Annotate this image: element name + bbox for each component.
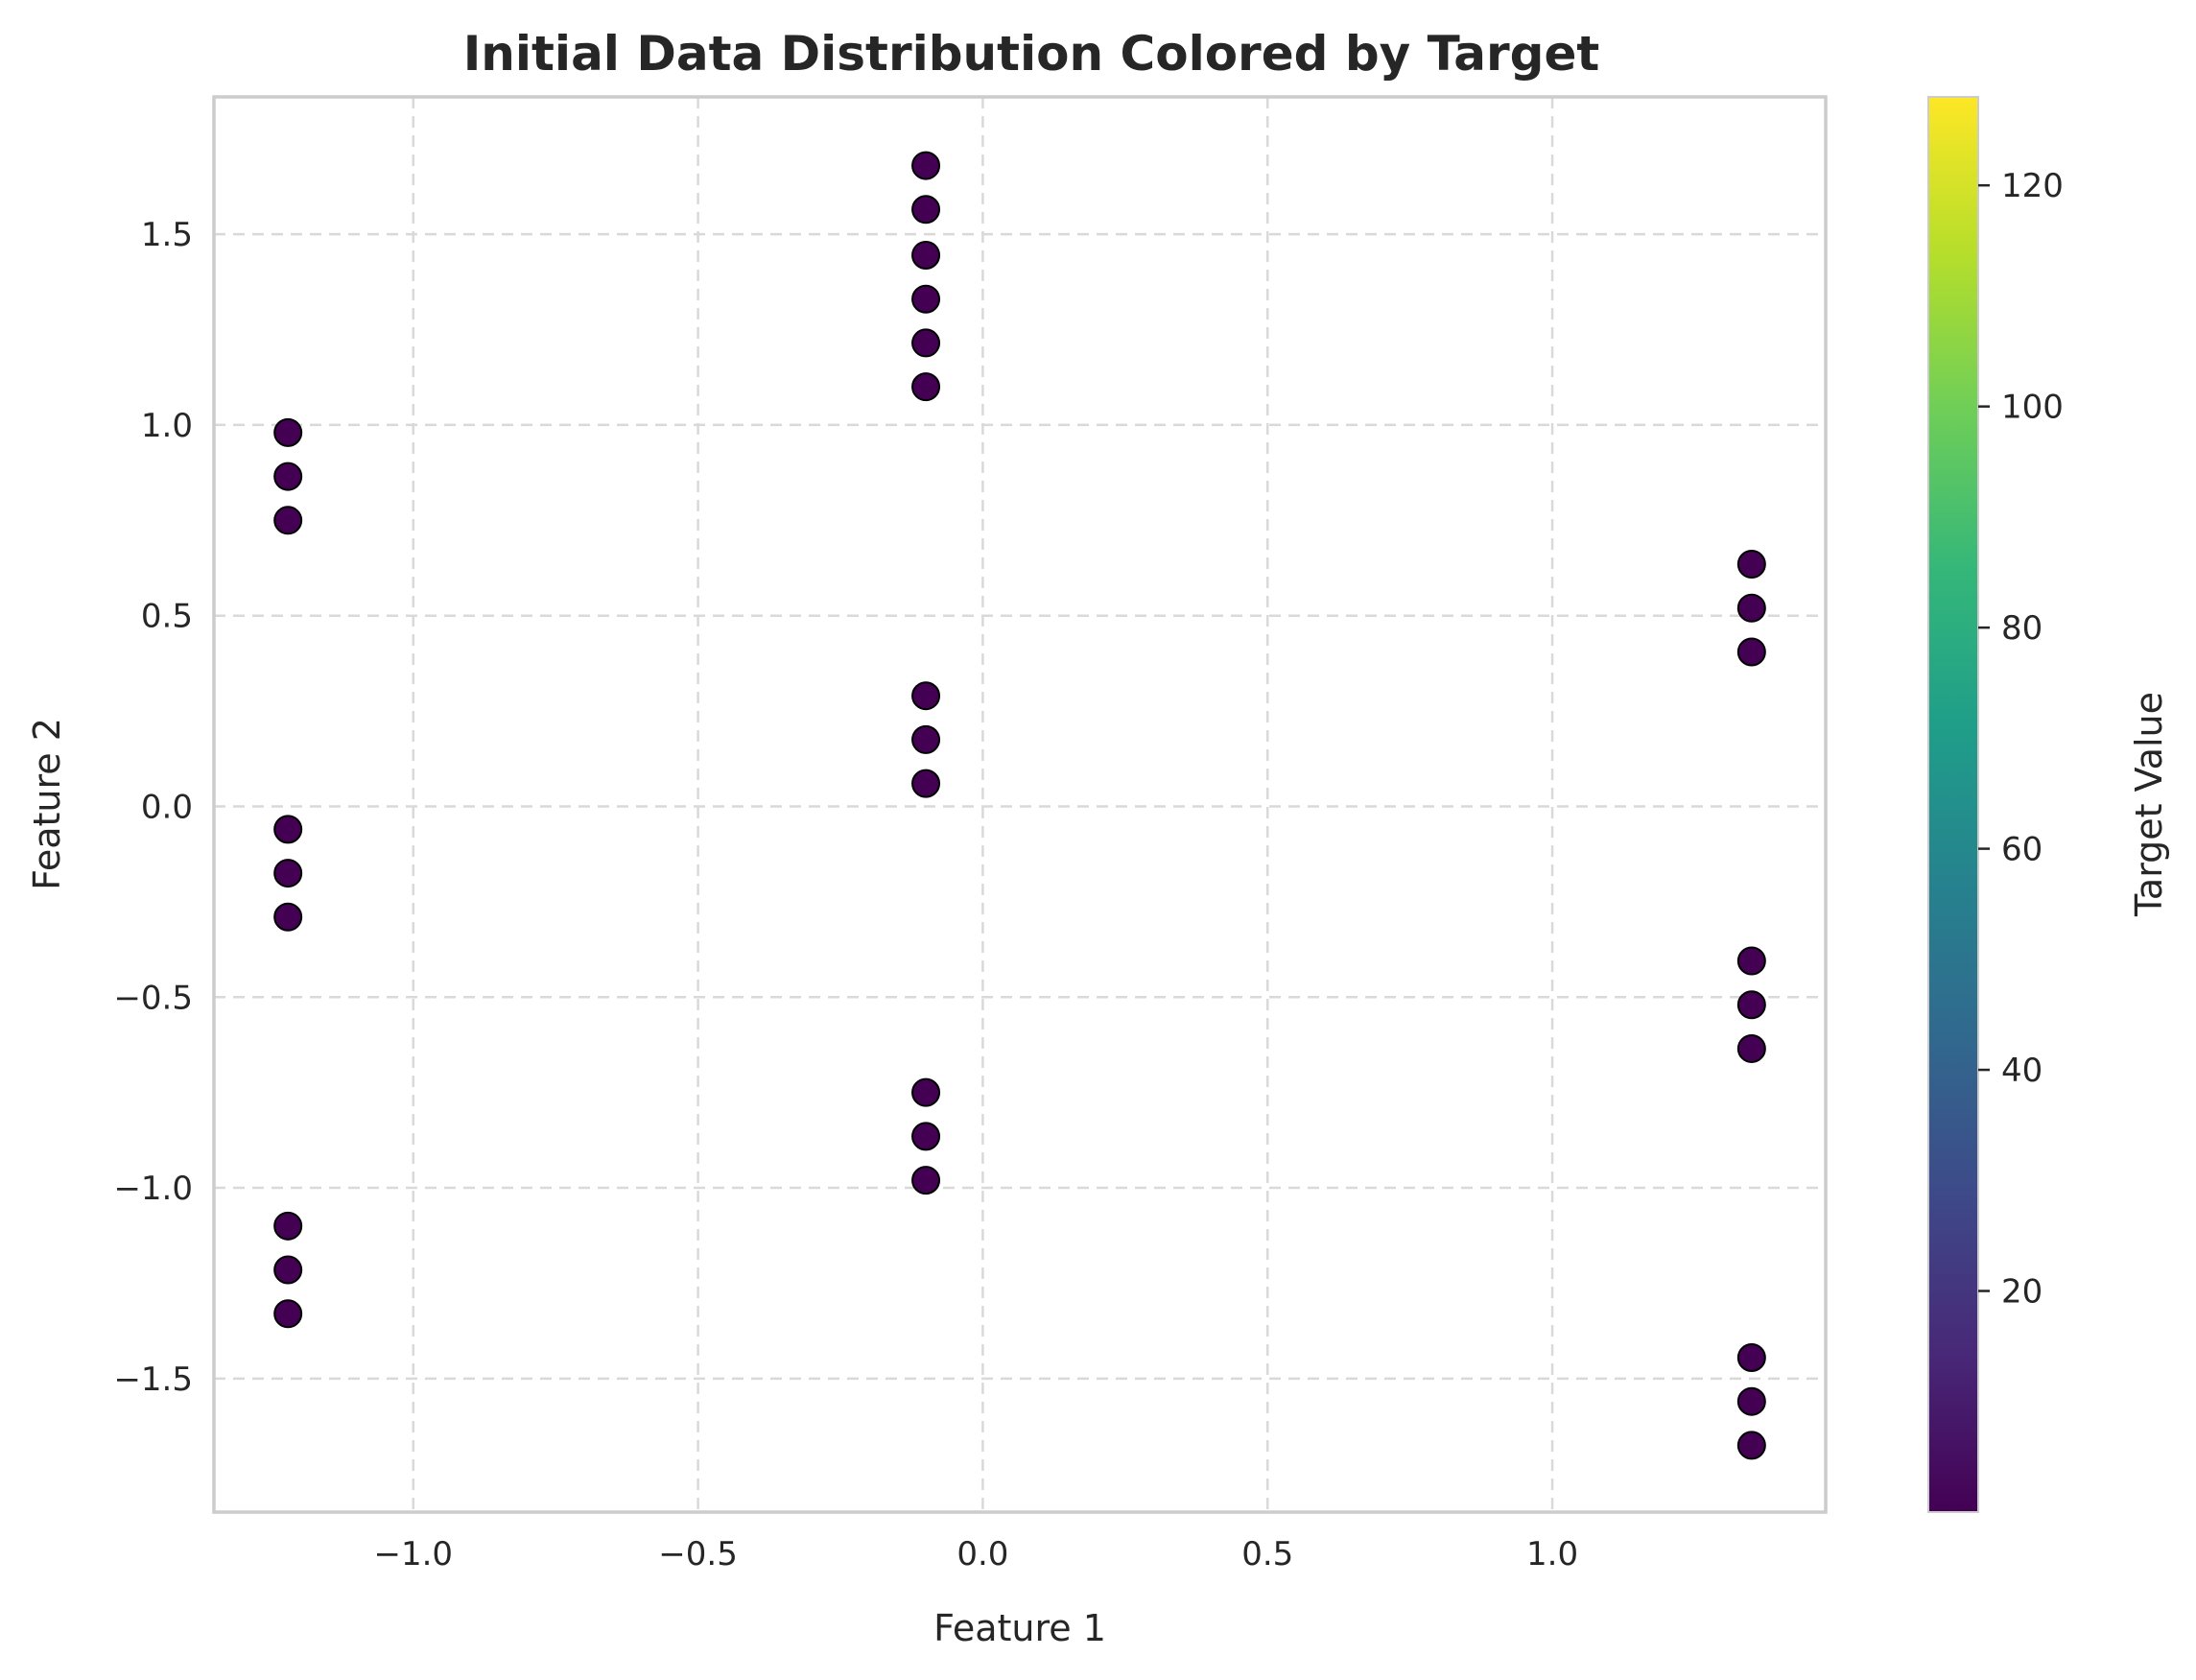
x-axis-ticks: −1.0 −0.5 0.0 0.5 1.0	[373, 1535, 1578, 1574]
y-tick-label: −0.5	[113, 979, 193, 1017]
data-point	[1736, 550, 1766, 580]
data-point	[911, 284, 941, 314]
colorbar	[1927, 96, 1979, 1513]
plot-frame	[212, 95, 1828, 1514]
data-point	[1736, 1033, 1766, 1063]
y-tick-label: 1.0	[141, 407, 193, 445]
y-tick-label: 0.0	[141, 788, 193, 826]
data-point	[1736, 1386, 1766, 1416]
data-point	[1736, 593, 1766, 623]
data-point	[273, 1255, 303, 1285]
data-point	[911, 1166, 941, 1195]
data-point	[911, 1122, 941, 1151]
y-axis-ticks: 1.5 1.0 0.5 0.0 −0.5 −1.0 −1.5	[113, 216, 193, 1399]
grid-lines	[214, 97, 1826, 1512]
data-point	[911, 195, 941, 225]
data-point	[273, 859, 303, 888]
data-point	[273, 902, 303, 932]
data-point	[911, 372, 941, 402]
data-point	[1736, 990, 1766, 1020]
colorbar-tick-label: 20	[2001, 1273, 2043, 1312]
x-axis-label: Feature 1	[933, 1607, 1106, 1649]
x-tick-label: −1.0	[373, 1535, 453, 1574]
x-tick-label: −0.5	[658, 1535, 738, 1574]
y-tick-label: 0.5	[141, 598, 193, 636]
colorbar-tick-label: 80	[2001, 609, 2043, 648]
y-tick-label: −1.0	[113, 1170, 193, 1208]
data-point	[273, 461, 303, 491]
x-tick-label: 0.5	[1241, 1535, 1293, 1574]
data-point	[911, 151, 941, 180]
x-tick-label: 1.0	[1526, 1535, 1578, 1574]
colorbar-tick-label: 40	[2001, 1052, 2043, 1090]
data-point	[1736, 946, 1766, 976]
y-tick-label: 1.5	[141, 216, 193, 254]
data-point	[911, 240, 941, 270]
x-tick-label: 0.0	[956, 1535, 1008, 1574]
data-point	[1736, 1431, 1766, 1460]
data-point	[1736, 1342, 1766, 1372]
colorbar-tick-label: 120	[2001, 167, 2064, 205]
data-point	[273, 1299, 303, 1329]
data-point	[273, 1211, 303, 1241]
colorbar-label: Target Value	[2128, 692, 2170, 917]
y-axis-label: Feature 2	[26, 718, 68, 890]
data-point	[273, 506, 303, 535]
data-points	[273, 151, 1766, 1460]
data-point	[273, 815, 303, 844]
data-point	[911, 681, 941, 711]
chart-title: Initial Data Distribution Colored by Tar…	[463, 26, 1600, 82]
data-point	[911, 769, 941, 798]
data-point	[911, 1077, 941, 1107]
data-point	[911, 724, 941, 754]
colorbar-ticks: 20 40 60 80 100 120	[1978, 167, 2064, 1312]
data-point	[911, 328, 941, 358]
colorbar-tick-label: 60	[2001, 831, 2043, 869]
y-tick-label: −1.5	[113, 1361, 193, 1399]
data-point	[273, 417, 303, 447]
colorbar-tick-label: 100	[2001, 389, 2064, 427]
data-point	[1736, 637, 1766, 667]
